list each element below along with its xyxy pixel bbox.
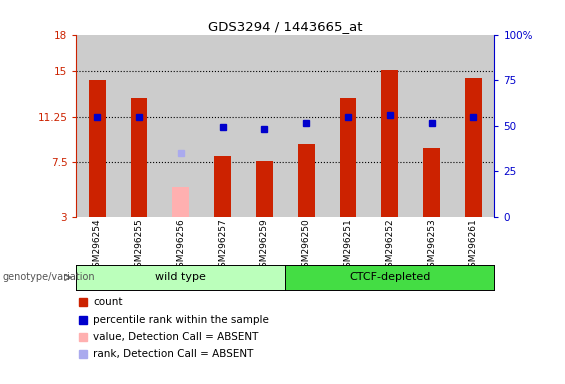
Bar [285, 35, 327, 217]
Bar [244, 35, 285, 217]
Bar [160, 35, 202, 217]
Text: genotype/variation: genotype/variation [3, 272, 95, 283]
Bar [118, 35, 160, 217]
Bar [453, 35, 494, 217]
Bar [244, 35, 285, 217]
Bar [381, 70, 398, 217]
Bar [465, 78, 482, 217]
Bar [411, 35, 453, 217]
Text: wild type: wild type [155, 272, 206, 283]
Bar [423, 148, 440, 217]
Bar [285, 35, 327, 217]
Text: value, Detection Call = ABSENT: value, Detection Call = ABSENT [93, 332, 258, 342]
Bar [411, 35, 453, 217]
Bar [298, 144, 315, 217]
Bar [369, 35, 411, 217]
Bar [118, 35, 160, 217]
Bar [131, 98, 147, 217]
Bar [453, 35, 494, 217]
Bar [160, 35, 202, 217]
Text: CTCF-depleted: CTCF-depleted [349, 272, 431, 283]
Bar [76, 35, 118, 217]
Title: GDS3294 / 1443665_at: GDS3294 / 1443665_at [208, 20, 363, 33]
Bar [202, 35, 244, 217]
Bar [327, 35, 369, 217]
Text: count: count [93, 297, 123, 308]
Text: rank, Detection Call = ABSENT: rank, Detection Call = ABSENT [93, 349, 253, 359]
Text: percentile rank within the sample: percentile rank within the sample [93, 314, 269, 325]
Bar [76, 35, 118, 217]
Bar [327, 35, 369, 217]
Bar [256, 161, 273, 217]
Bar [172, 187, 189, 217]
Bar [340, 98, 357, 217]
Bar [369, 35, 411, 217]
Bar [89, 79, 106, 217]
Bar [214, 156, 231, 217]
Bar [202, 35, 244, 217]
